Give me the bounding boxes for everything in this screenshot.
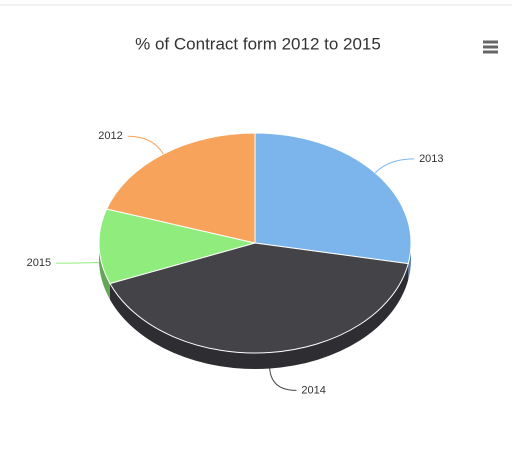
slice [98,208,256,285]
slice [254,132,412,265]
slice-shade [109,263,409,370]
data-label: 2015 [27,257,51,269]
connector [56,261,100,264]
slice-side [408,243,412,280]
menu-button[interactable] [478,36,502,58]
slice-side [99,243,110,300]
slice-side [109,263,409,370]
slice-shade [99,243,110,300]
connector [127,135,164,155]
slice [109,242,409,354]
connector [269,368,297,391]
slice-shade [408,243,412,280]
slice [105,132,256,244]
connector [374,158,415,174]
data-label: 2013 [419,153,443,165]
data-label: 2012 [98,130,122,142]
data-label: 2014 [301,384,325,396]
chart-title: % of Contract form 2012 to 2015 [135,34,381,53]
